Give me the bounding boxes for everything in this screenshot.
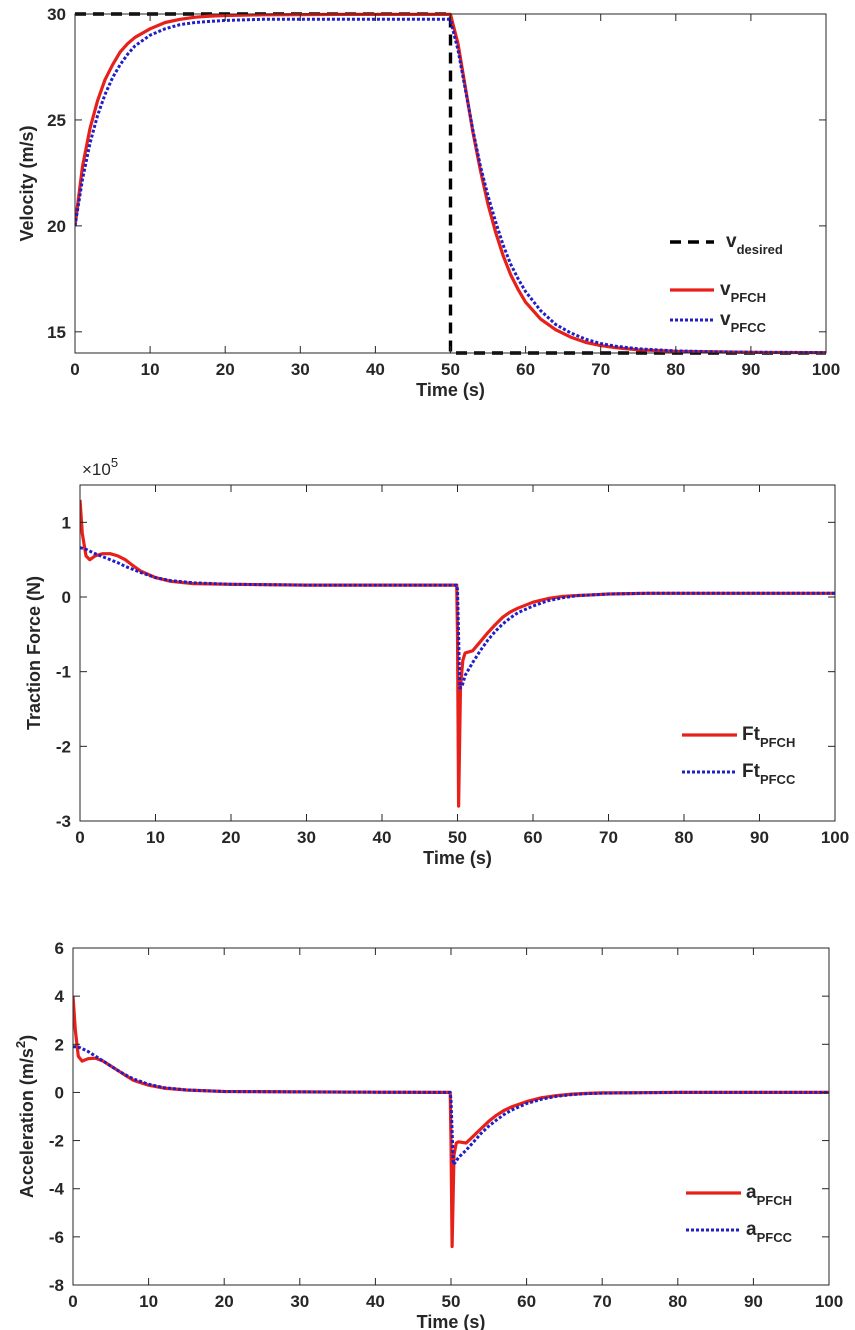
- legend-label-pfcc: aPFCC: [746, 1219, 793, 1245]
- legend-label-pfcc: vPFCC: [720, 309, 767, 335]
- y-tick-label: -1: [56, 663, 71, 682]
- y-tick-label: 30: [47, 5, 66, 24]
- legend-label-pfch: aPFCH: [746, 1182, 792, 1208]
- y-exponent-label: ×105: [82, 455, 118, 479]
- x-tick-label: 20: [216, 360, 235, 379]
- y-tick-label: 15: [47, 323, 66, 342]
- y-tick-label: 20: [47, 217, 66, 236]
- x-axis-label: Time (s): [416, 380, 485, 400]
- y-tick-label: -4: [49, 1180, 65, 1199]
- y-axis-label: Traction Force (N): [24, 576, 44, 730]
- x-axis-label: Time (s): [423, 848, 492, 868]
- series-line-v-pfcc: [75, 17, 826, 355]
- x-axis-label: Time (s): [417, 1312, 486, 1330]
- y-tick-label: -8: [49, 1276, 64, 1295]
- x-tick-label: 60: [524, 828, 543, 847]
- x-tick-label: 80: [668, 1292, 687, 1311]
- chart-2: 0 10 20 30 40 50 60 70 80 90 100 -3 -2 -1 0 1 Time (s) Tr…: [24, 455, 849, 868]
- chart-3: 0 10 20 30 40 50 60 70 80 90 100 -8 -6 -4 -2 0 2 4 6 Time (…: [13, 939, 843, 1330]
- legend-label-desired: vdesired: [726, 231, 783, 257]
- x-tick-label: 40: [366, 360, 385, 379]
- x-tick-label: 0: [70, 360, 79, 379]
- x-tick-label: 60: [517, 1292, 536, 1311]
- y-axis-label: Acceleration (m/s2): [13, 1035, 37, 1198]
- x-tick-label: 100: [812, 360, 840, 379]
- x-tick-label: 60: [516, 360, 535, 379]
- y-tick-label: 0: [62, 588, 71, 607]
- y-tick-label: 2: [55, 1035, 64, 1054]
- chart-1: 0 10 20 30 40 50 60 70 80 90 100 15 20 25 30 Time (s) Ve…: [17, 5, 840, 400]
- legend-label-pfch: vPFCH: [720, 279, 766, 305]
- series-line-ft-pfch: [80, 499, 835, 808]
- x-tick-label: 40: [373, 828, 392, 847]
- x-tick-label: 30: [297, 828, 316, 847]
- y-tick-label: -6: [49, 1228, 64, 1247]
- y-tick-label: -2: [49, 1132, 64, 1151]
- x-tick-label: 50: [448, 828, 467, 847]
- x-tick-label: 50: [441, 360, 460, 379]
- x-tick-label: 20: [222, 828, 241, 847]
- y-tick-label: -2: [56, 737, 71, 756]
- y-tick-label: -3: [56, 812, 71, 831]
- x-tick-label: 0: [68, 1292, 77, 1311]
- y-tick-label: 1: [62, 513, 71, 532]
- x-tick-label: 20: [215, 1292, 234, 1311]
- x-tick-label: 40: [366, 1292, 385, 1311]
- y-axis-label: Velocity (m/s): [17, 125, 37, 241]
- x-tick-label: 10: [141, 360, 160, 379]
- x-tick-label: 90: [750, 828, 769, 847]
- x-tick-label: 10: [139, 1292, 158, 1311]
- x-tick-label: 90: [744, 1292, 763, 1311]
- x-tick-label: 100: [815, 1292, 843, 1311]
- y-tick-label: 25: [47, 111, 66, 130]
- y-tick-label: 6: [55, 939, 64, 958]
- series-line-ft-pfcc: [80, 546, 835, 690]
- x-tick-label: 80: [675, 828, 694, 847]
- legend-label-pfcc: FtPFCC: [742, 761, 796, 787]
- x-tick-label: 30: [291, 360, 310, 379]
- y-tick-label: 4: [55, 987, 65, 1006]
- y-tick-label: 0: [55, 1083, 64, 1102]
- x-tick-label: 70: [591, 360, 610, 379]
- x-tick-label: 90: [741, 360, 760, 379]
- x-tick-label: 50: [442, 1292, 461, 1311]
- x-tick-label: 70: [599, 828, 618, 847]
- x-tick-label: 100: [821, 828, 849, 847]
- x-tick-label: 70: [593, 1292, 612, 1311]
- x-tick-label: 30: [290, 1292, 309, 1311]
- series-line-a-pfcc: [73, 1045, 829, 1167]
- x-tick-label: 80: [666, 360, 685, 379]
- legend-label-pfch: FtPFCH: [742, 724, 795, 750]
- x-tick-label: 10: [146, 828, 165, 847]
- x-tick-label: 0: [75, 828, 84, 847]
